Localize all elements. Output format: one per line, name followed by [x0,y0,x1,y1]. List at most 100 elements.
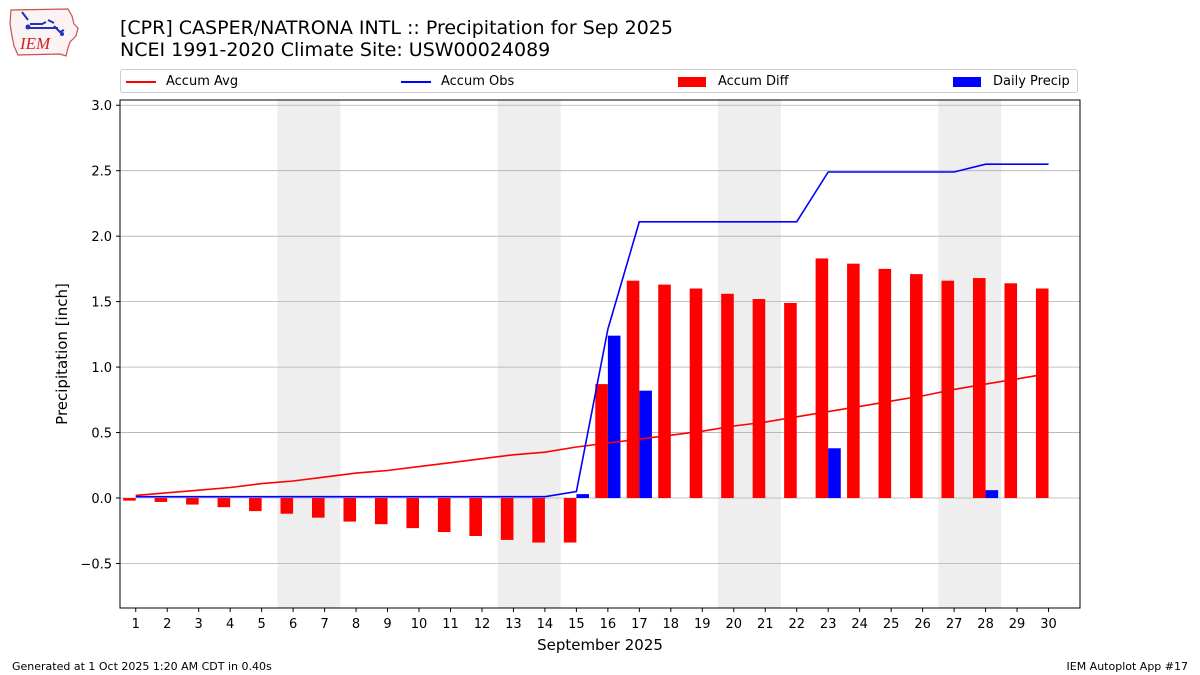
x-tick-label: 22 [788,617,805,632]
daily-precip-bar [985,490,999,499]
accum-diff-bar [343,498,357,522]
x-tick-label: 19 [694,617,711,632]
x-axis-label: September 2025 [537,636,663,654]
x-tick-label: 16 [600,617,617,632]
x-tick-label: 25 [883,617,900,632]
x-tick-label: 18 [663,617,680,632]
y-tick-label: 1.0 [91,361,112,376]
legend-swatch-avg [126,81,156,83]
accum-obs-line [135,163,1049,498]
accum-diff-bar [815,258,829,499]
x-tick-label: 27 [946,617,963,632]
accum-diff-bar [910,274,923,499]
chart-subtitle: NCEI 1991-2020 Climate Site: USW00024089 [120,39,551,61]
accum-diff-bar [217,498,231,508]
accum-diff-bar [878,268,892,499]
y-axis-label: Precipitation [inch] [53,283,71,425]
bar-series [123,258,1049,543]
accum-diff-bar [563,498,577,543]
accum-diff-bar [752,299,766,499]
x-tick-label: 13 [505,617,522,632]
accum-diff-bar [312,498,325,518]
x-tick-label: 2 [163,617,171,632]
y-tick-label: 1.5 [91,296,112,311]
x-tick-label: 11 [442,617,459,632]
accum-diff-bar [249,498,262,512]
chart-title: [CPR] CASPER/NATRONA INTL :: Precipitati… [120,17,673,39]
y-tick-label: 0.0 [91,492,112,507]
legend: Accum Avg Accum Obs Accum Diff Daily Pre… [120,69,1078,93]
legend-label-accum-obs: Accum Obs [441,74,515,89]
app-credit: IEM Autoplot App #17 [1066,660,1189,673]
accum-diff-bar [186,498,199,505]
x-tick-label: 26 [914,617,931,632]
daily-precip-bar [828,448,841,499]
iem-logo: IEM [9,8,79,57]
accum-diff-bar [437,498,451,533]
y-axis-ticks: −0.5 0.0 0.5 1.0 1.5 2.0 2.5 3.0 [80,99,120,572]
x-tick-label: 28 [977,617,994,632]
x-tick-label: 10 [411,617,428,632]
legend-label-daily-precip: Daily Precip [993,74,1070,89]
daily-precip-bar [607,335,621,499]
x-tick-label: 29 [1009,617,1026,632]
accum-diff-bar [154,498,168,502]
y-tick-label: 2.0 [91,230,112,245]
x-tick-label: 6 [289,617,297,632]
accum-diff-bar [941,280,955,499]
x-tick-label: 17 [631,617,648,632]
weekend-band [277,100,341,608]
y-tick-label: 2.5 [91,165,112,180]
legend-swatch-daily [953,77,981,87]
legend-swatch-diff [678,77,706,87]
accum-diff-bar [469,498,482,536]
daily-precip-bar [639,390,652,499]
y-tick-label: 0.5 [91,427,112,442]
weekend-shading [277,100,1002,608]
x-tick-label: 5 [257,617,265,632]
accum-avg-line [135,372,1049,497]
accum-diff-bar [847,263,860,499]
accum-diff-bar [689,288,703,499]
accum-diff-bar [972,278,986,499]
accum-diff-bar [280,498,294,514]
accum-diff-bar [123,498,136,501]
accum-diff-bar [658,284,671,499]
accum-diff-bar [721,293,734,499]
x-tick-label: 9 [383,617,391,632]
plot-frame [119,99,1081,609]
accum-diff-bar [784,302,797,499]
logo-text: IEM [19,34,51,53]
x-tick-label: 4 [226,617,234,632]
iowa-state-outline [9,8,79,57]
accum-diff-bar [595,384,608,499]
accum-diff-bar [1004,283,1018,499]
legend-label-accum-diff: Accum Diff [718,74,789,89]
legend-label-accum-avg: Accum Avg [166,74,239,89]
y-tick-label: 3.0 [91,99,112,114]
accum-diff-bar [626,280,640,499]
generated-timestamp: Generated at 1 Oct 2025 1:20 AM CDT in 0… [12,660,272,673]
weather-symbols-icon [21,11,65,34]
daily-precip-bar [576,494,589,499]
x-axis-ticks: 1 2 3 4 5 6 7 8 9 10 11 12 13 14 15 16 17 18 19 20 21 22 23 24 2… [132,608,1057,632]
x-tick-label: 24 [851,617,868,632]
x-tick-label: 30 [1040,617,1057,632]
x-tick-label: 20 [725,617,742,632]
accum-diff-bar [1035,288,1049,499]
line-series [135,163,1049,498]
legend-swatch-obs [401,81,431,83]
x-tick-label: 3 [195,617,203,632]
x-tick-label: 23 [820,617,837,632]
accum-diff-bar [374,498,388,525]
x-tick-label: 14 [537,617,554,632]
x-tick-label: 21 [757,617,774,632]
x-tick-label: 12 [474,617,491,632]
x-tick-label: 7 [320,617,328,632]
x-tick-label: 8 [352,617,360,632]
x-tick-label: 1 [132,617,140,632]
accum-diff-bar [500,498,514,540]
accum-diff-bar [532,498,545,543]
accum-diff-bar [406,498,420,529]
